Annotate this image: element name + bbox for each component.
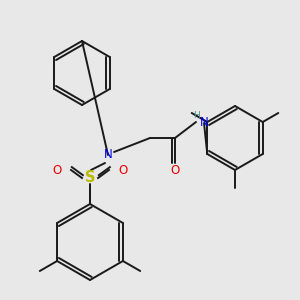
- Text: O: O: [118, 164, 127, 176]
- Text: N: N: [103, 148, 112, 161]
- Text: H: H: [193, 112, 200, 121]
- Text: O: O: [52, 164, 62, 176]
- Text: N: N: [200, 116, 208, 130]
- Text: S: S: [85, 170, 95, 185]
- Text: O: O: [170, 164, 180, 178]
